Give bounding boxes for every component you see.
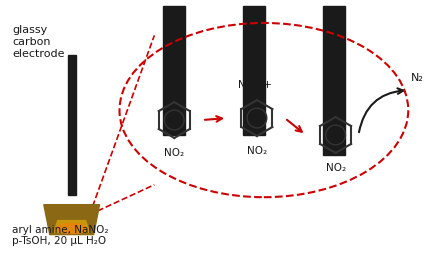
- Text: NO₂: NO₂: [164, 148, 184, 158]
- Text: aryl amine, NaNO₂
p-TsOH, 20 μL H₂O: aryl amine, NaNO₂ p-TsOH, 20 μL H₂O: [12, 225, 109, 246]
- Text: NH₂: NH₂: [164, 82, 184, 92]
- Text: N: N: [251, 88, 259, 98]
- Text: NO₂: NO₂: [247, 146, 267, 156]
- Ellipse shape: [57, 223, 86, 233]
- Text: glassy
carbon
electrode: glassy carbon electrode: [12, 25, 64, 59]
- Polygon shape: [44, 205, 100, 234]
- Bar: [243, 6, 265, 135]
- Text: NO₂: NO₂: [325, 163, 345, 173]
- Bar: [68, 55, 76, 195]
- Bar: [163, 6, 185, 135]
- Text: N₂: N₂: [411, 73, 424, 83]
- Text: N≡≡+: N≡≡+: [238, 80, 272, 90]
- Bar: [322, 6, 345, 155]
- Polygon shape: [54, 221, 89, 232]
